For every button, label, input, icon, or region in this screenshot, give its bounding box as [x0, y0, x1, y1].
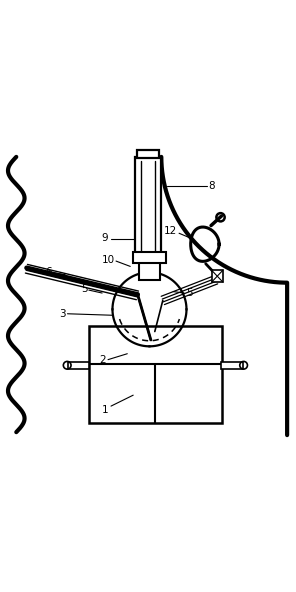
Text: 3: 3 [59, 309, 65, 318]
Text: 2: 2 [99, 355, 105, 365]
FancyBboxPatch shape [68, 362, 89, 368]
FancyBboxPatch shape [137, 150, 159, 158]
FancyBboxPatch shape [135, 157, 161, 262]
Text: 9: 9 [102, 233, 108, 243]
FancyBboxPatch shape [133, 252, 166, 263]
Text: 8: 8 [208, 182, 215, 191]
FancyBboxPatch shape [89, 326, 222, 423]
Text: 10: 10 [102, 255, 115, 265]
FancyBboxPatch shape [221, 362, 243, 368]
FancyBboxPatch shape [139, 262, 160, 281]
Text: 6: 6 [46, 268, 52, 277]
Text: 12: 12 [164, 227, 177, 236]
FancyBboxPatch shape [212, 270, 223, 282]
Text: 5: 5 [81, 284, 88, 294]
Text: 5: 5 [186, 288, 193, 298]
Text: 1: 1 [102, 405, 108, 415]
